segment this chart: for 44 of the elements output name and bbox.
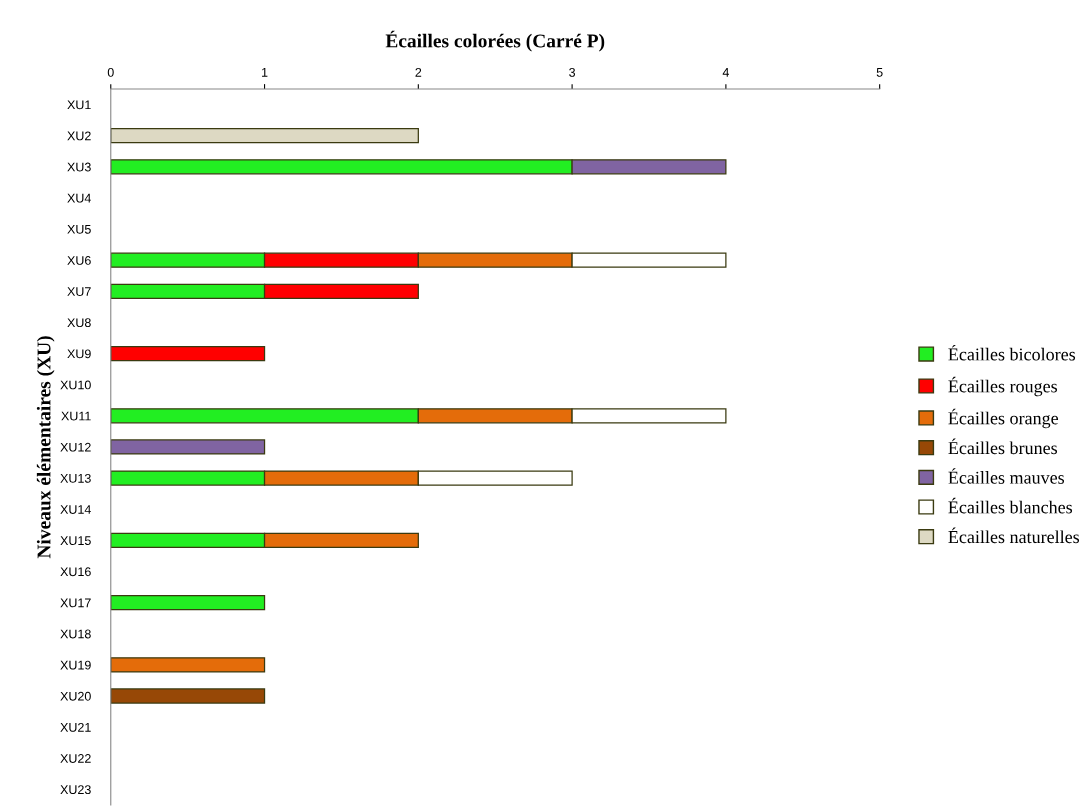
y-tick-label: XU10: [60, 380, 91, 390]
y-tick-label: XU1: [67, 100, 91, 110]
y-tick-label: XU4: [67, 193, 91, 203]
chart-title: Écailles colorées (Carré P): [385, 30, 605, 52]
y-tick-label: XU2: [67, 131, 91, 141]
y-tick-label: XU23: [60, 785, 91, 795]
y-axis-title: Niveaux élémentaires (XU): [36, 336, 55, 559]
y-tick-label: XU13: [60, 473, 91, 483]
x-tick-label: 5: [876, 68, 883, 77]
legend-label: Écailles mauves: [948, 468, 1065, 484]
y-tick-label: XU17: [60, 598, 91, 608]
x-tick-label: 2: [415, 67, 422, 77]
y-tick-label: XU3: [67, 162, 91, 172]
legend-label: Écailles naturelles: [948, 527, 1080, 544]
x-tick-label: 0: [107, 67, 114, 77]
y-tick-label: XU21: [60, 722, 91, 732]
y-tick-label: XU15: [60, 536, 91, 546]
y-tick-label: XU9: [67, 349, 91, 359]
x-tick-label: 3: [569, 67, 576, 77]
y-tick-label: XU22: [60, 754, 91, 763]
legend-label: Écailles blanches: [948, 497, 1073, 514]
y-tick-label: XU14: [60, 505, 91, 514]
y-tick-label: XU20: [60, 691, 91, 701]
legend-label: Écailles bicolores: [948, 344, 1076, 361]
legend-label: Écailles rouges: [948, 376, 1058, 397]
y-tick-label: XU19: [60, 660, 91, 670]
y-tick-label: XU16: [60, 567, 91, 577]
bar: [110, 657, 266, 673]
bar: [110, 688, 266, 704]
legend-label: Écailles orange: [948, 408, 1059, 429]
bar: [110, 128, 419, 144]
y-tick-label: XU8: [67, 318, 91, 328]
legend-label: Écailles brunes: [948, 438, 1058, 455]
y-tick-label: XU7: [67, 287, 91, 296]
y-tick-label: XU11: [61, 411, 91, 421]
y-tick-label: XU6: [67, 256, 91, 265]
bar: [110, 439, 266, 455]
y-tick-label: XU18: [60, 629, 91, 639]
x-tick-label: 4: [722, 68, 729, 77]
y-tick-label: XU12: [60, 442, 91, 452]
bar: [110, 345, 266, 362]
bar: [110, 594, 266, 611]
x-tick-label: 1: [262, 68, 268, 77]
y-tick-label: XU5: [67, 225, 91, 234]
